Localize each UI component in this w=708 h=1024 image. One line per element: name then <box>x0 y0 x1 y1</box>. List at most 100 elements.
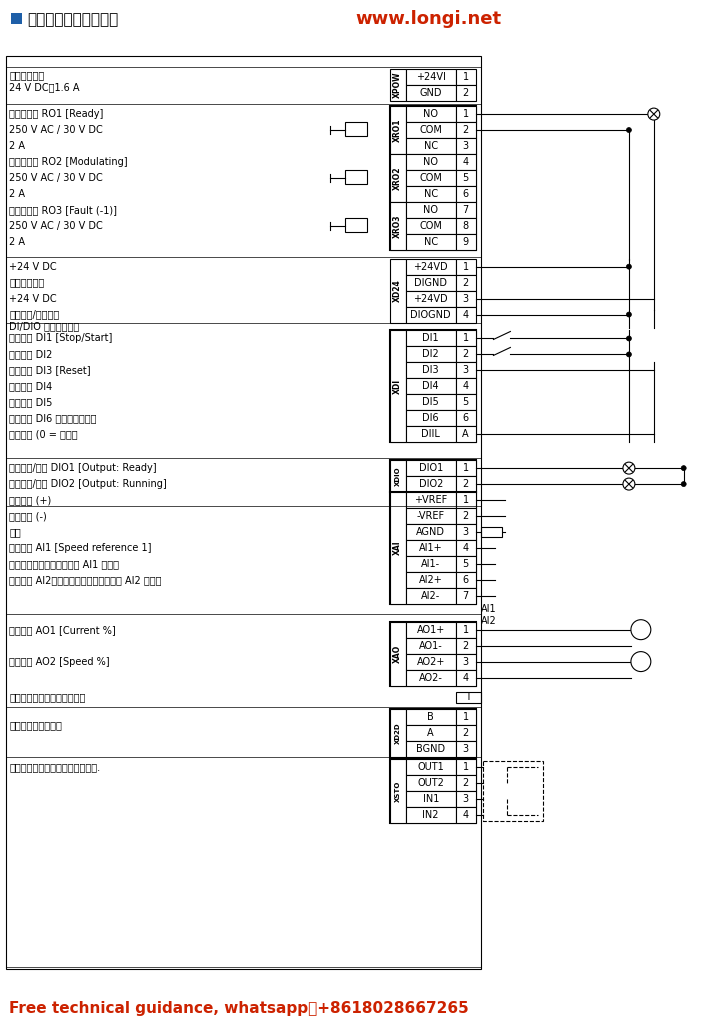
Text: AI2: AI2 <box>481 616 496 627</box>
Bar <box>406 775 456 792</box>
Text: （电流或电压，可通过跳线 AI1 选择）: （电流或电压，可通过跳线 AI1 选择） <box>9 559 120 569</box>
Text: AI1+: AI1+ <box>419 543 442 553</box>
Text: T: T <box>464 692 471 702</box>
Bar <box>456 638 476 653</box>
Circle shape <box>681 466 686 471</box>
Text: XRO2: XRO2 <box>394 166 402 189</box>
Text: BGND: BGND <box>416 744 445 755</box>
Bar <box>456 411 476 426</box>
Text: AI1: AI1 <box>481 603 496 613</box>
Text: DIO2: DIO2 <box>418 479 443 489</box>
Bar <box>456 70 476 85</box>
Bar <box>456 122 476 138</box>
Bar <box>406 588 456 604</box>
Text: 6: 6 <box>462 188 469 199</box>
Bar <box>406 378 456 394</box>
Text: 1: 1 <box>462 72 469 82</box>
Bar <box>406 508 456 524</box>
Text: 数字输入 DI3 [Reset]: 数字输入 DI3 [Reset] <box>9 366 91 376</box>
Text: DI1: DI1 <box>423 334 439 343</box>
Text: XDI: XDI <box>394 379 402 394</box>
Text: +24VD: +24VD <box>413 262 448 271</box>
Bar <box>456 540 476 556</box>
Bar <box>456 378 476 394</box>
Text: 模拟输入 AI1 [Speed reference 1]: 模拟输入 AI1 [Speed reference 1] <box>9 543 152 553</box>
Text: NO: NO <box>423 110 438 119</box>
Bar <box>406 426 456 442</box>
Text: 2: 2 <box>462 88 469 98</box>
Bar <box>481 527 503 537</box>
Bar <box>406 186 456 202</box>
Bar <box>390 154 406 202</box>
Text: 3: 3 <box>462 527 469 537</box>
Bar <box>456 493 476 508</box>
Bar <box>456 331 476 346</box>
Text: AGND: AGND <box>416 527 445 537</box>
Bar <box>456 202 476 218</box>
Bar <box>406 306 456 323</box>
Bar <box>456 741 476 758</box>
Bar <box>406 218 456 233</box>
Text: COM: COM <box>419 125 442 135</box>
Text: 4: 4 <box>462 810 469 820</box>
Text: 2 A: 2 A <box>9 237 25 247</box>
Text: 1: 1 <box>462 463 469 473</box>
Bar <box>456 792 476 807</box>
Bar <box>390 622 476 685</box>
Bar <box>345 218 367 231</box>
Text: 1: 1 <box>462 495 469 505</box>
Text: IN1: IN1 <box>423 795 439 804</box>
Bar <box>456 476 476 493</box>
Text: 5: 5 <box>462 173 469 183</box>
Bar <box>390 259 406 323</box>
Bar <box>456 291 476 306</box>
Bar <box>406 259 456 274</box>
Text: +24VI: +24VI <box>416 72 445 82</box>
Text: 3: 3 <box>462 744 469 755</box>
Circle shape <box>627 352 632 357</box>
Bar <box>390 760 406 823</box>
Bar <box>456 725 476 741</box>
Text: 2: 2 <box>462 641 469 650</box>
Text: 2: 2 <box>462 728 469 738</box>
Bar <box>456 426 476 442</box>
Text: 6: 6 <box>462 574 469 585</box>
Bar <box>390 106 476 250</box>
Text: OUT1: OUT1 <box>417 762 444 772</box>
Text: 9: 9 <box>462 237 469 247</box>
Circle shape <box>623 478 635 490</box>
Text: COM: COM <box>419 173 442 183</box>
Text: 5: 5 <box>462 559 469 569</box>
Text: 3: 3 <box>462 656 469 667</box>
Bar <box>406 233 456 250</box>
Bar <box>406 85 456 101</box>
Text: DIO1: DIO1 <box>418 463 442 473</box>
Text: XD2D: XD2D <box>395 723 401 744</box>
Bar <box>456 274 476 291</box>
Bar <box>390 106 406 154</box>
Bar <box>406 291 456 306</box>
Bar <box>456 775 476 792</box>
Bar <box>390 460 476 493</box>
Text: DI4: DI4 <box>423 381 439 391</box>
Text: 数字输入 DI5: 数字输入 DI5 <box>9 397 52 408</box>
Bar <box>456 394 476 411</box>
Bar <box>406 460 456 476</box>
Bar <box>456 571 476 588</box>
Bar <box>406 725 456 741</box>
Bar <box>390 70 406 101</box>
Text: XRO1: XRO1 <box>394 119 402 141</box>
Bar <box>390 760 476 823</box>
Bar <box>390 331 406 442</box>
Bar <box>456 218 476 233</box>
Text: XRO3: XRO3 <box>394 214 402 238</box>
Bar <box>456 306 476 323</box>
Text: 1: 1 <box>462 334 469 343</box>
Bar <box>406 331 456 346</box>
Bar <box>456 807 476 823</box>
Bar <box>456 670 476 685</box>
Circle shape <box>627 128 632 132</box>
Text: GND: GND <box>419 88 442 98</box>
Bar <box>406 741 456 758</box>
Bar <box>406 760 456 775</box>
